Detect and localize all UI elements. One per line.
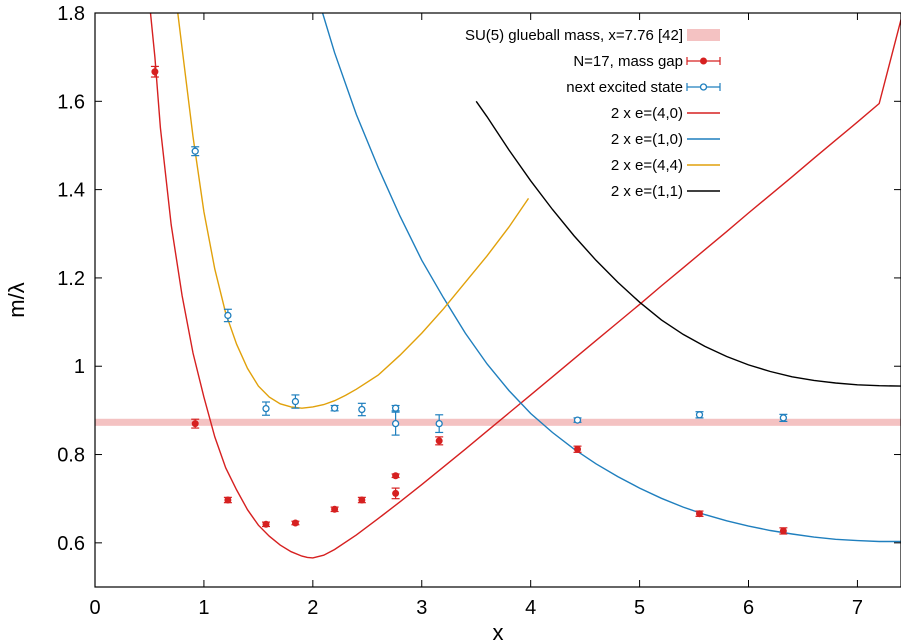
data-point bbox=[391, 404, 400, 412]
data-point bbox=[291, 519, 299, 527]
legend-entry-label: N=17, mass gap bbox=[573, 53, 683, 70]
data-point bbox=[391, 419, 400, 428]
y-axis-title: m/λ bbox=[4, 282, 29, 317]
data-point bbox=[435, 437, 443, 445]
curve-layer bbox=[149, 13, 901, 559]
data-point bbox=[262, 404, 270, 413]
data-point bbox=[191, 147, 199, 155]
curve-line bbox=[321, 13, 901, 543]
data-point bbox=[358, 405, 366, 414]
plot-frame bbox=[94, 12, 901, 588]
legend-entry-label: 2 x e=(1,0) bbox=[611, 131, 683, 148]
curve-line bbox=[177, 13, 530, 409]
y-tick-label: 0.6 bbox=[57, 533, 85, 555]
curve-line bbox=[475, 100, 901, 387]
x-tick-label: 7 bbox=[852, 597, 863, 619]
legend: SU(5) glueball mass, x=7.76 [42] N=17, ma… bbox=[465, 27, 721, 200]
data-point bbox=[574, 445, 582, 453]
data-point bbox=[392, 489, 400, 497]
tick-layer: 0 1 2 3 4 5 6 7 0.6 0.8 1 1.2 1.4 1.6 1.8 bbox=[57, 3, 901, 619]
y-tick-label: 1.2 bbox=[57, 268, 85, 290]
data-point bbox=[779, 414, 788, 422]
data-point bbox=[435, 419, 443, 428]
data-point bbox=[695, 411, 704, 419]
data-point bbox=[358, 496, 366, 504]
x-tick-label: 4 bbox=[525, 597, 536, 619]
data-point bbox=[331, 505, 339, 513]
data-point bbox=[262, 520, 270, 528]
data-point bbox=[696, 510, 703, 518]
legend-point-sample bbox=[700, 57, 707, 65]
x-tick-label: 0 bbox=[89, 597, 100, 619]
x-tick-label: 5 bbox=[634, 597, 645, 619]
data-point bbox=[151, 68, 159, 76]
y-tick-label: 1.6 bbox=[57, 91, 85, 113]
data-point bbox=[191, 420, 199, 428]
data-point bbox=[573, 416, 582, 424]
y-tick-label: 1.4 bbox=[57, 180, 85, 202]
legend-entry-label: 2 x e=(1,1) bbox=[611, 183, 683, 200]
x-tick-label: 6 bbox=[743, 597, 754, 619]
data-point bbox=[291, 397, 300, 406]
y-tick-label: 1.8 bbox=[57, 3, 85, 25]
x-tick-label: 3 bbox=[416, 597, 427, 619]
x-axis-title: x bbox=[493, 620, 504, 644]
x-tick-label: 1 bbox=[198, 597, 209, 619]
legend-entry-label: 2 x e=(4,0) bbox=[611, 105, 683, 122]
legend-entry-label: SU(5) glueball mass, x=7.76 [42] bbox=[465, 27, 683, 44]
data-point bbox=[779, 527, 787, 535]
data-point bbox=[224, 496, 232, 504]
legend-band-sample bbox=[687, 29, 720, 41]
y-tick-label: 1 bbox=[74, 356, 85, 378]
legend-point-sample bbox=[699, 83, 708, 91]
point-layer bbox=[150, 65, 788, 535]
data-point bbox=[392, 472, 400, 480]
legend-entry-label: next excited state bbox=[566, 79, 683, 96]
curve-line bbox=[149, 13, 901, 559]
legend-entry-label: 2 x e=(4,4) bbox=[611, 157, 683, 174]
data-point bbox=[330, 404, 339, 412]
y-tick-label: 0.8 bbox=[57, 445, 85, 467]
x-tick-label: 2 bbox=[307, 597, 318, 619]
data-point bbox=[224, 311, 232, 320]
